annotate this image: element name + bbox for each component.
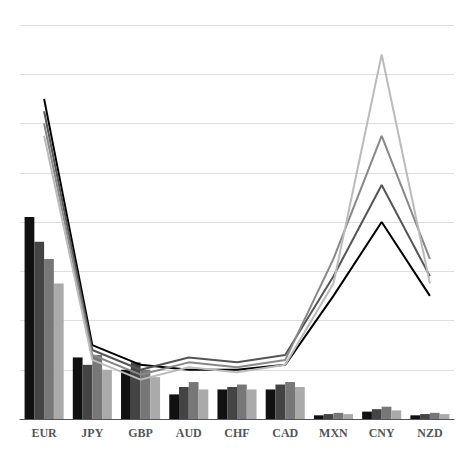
svg-text:EUR: EUR <box>31 426 57 440</box>
svg-text:GBP: GBP <box>128 426 153 440</box>
svg-text:JPY: JPY <box>81 426 103 440</box>
svg-text:CNY: CNY <box>369 426 395 440</box>
svg-text:CAD: CAD <box>272 426 298 440</box>
svg-text:AUD: AUD <box>176 426 202 440</box>
svg-text:MXN: MXN <box>319 426 348 440</box>
svg-text:CHF: CHF <box>224 426 249 440</box>
svg-text:NZD: NZD <box>417 426 443 440</box>
